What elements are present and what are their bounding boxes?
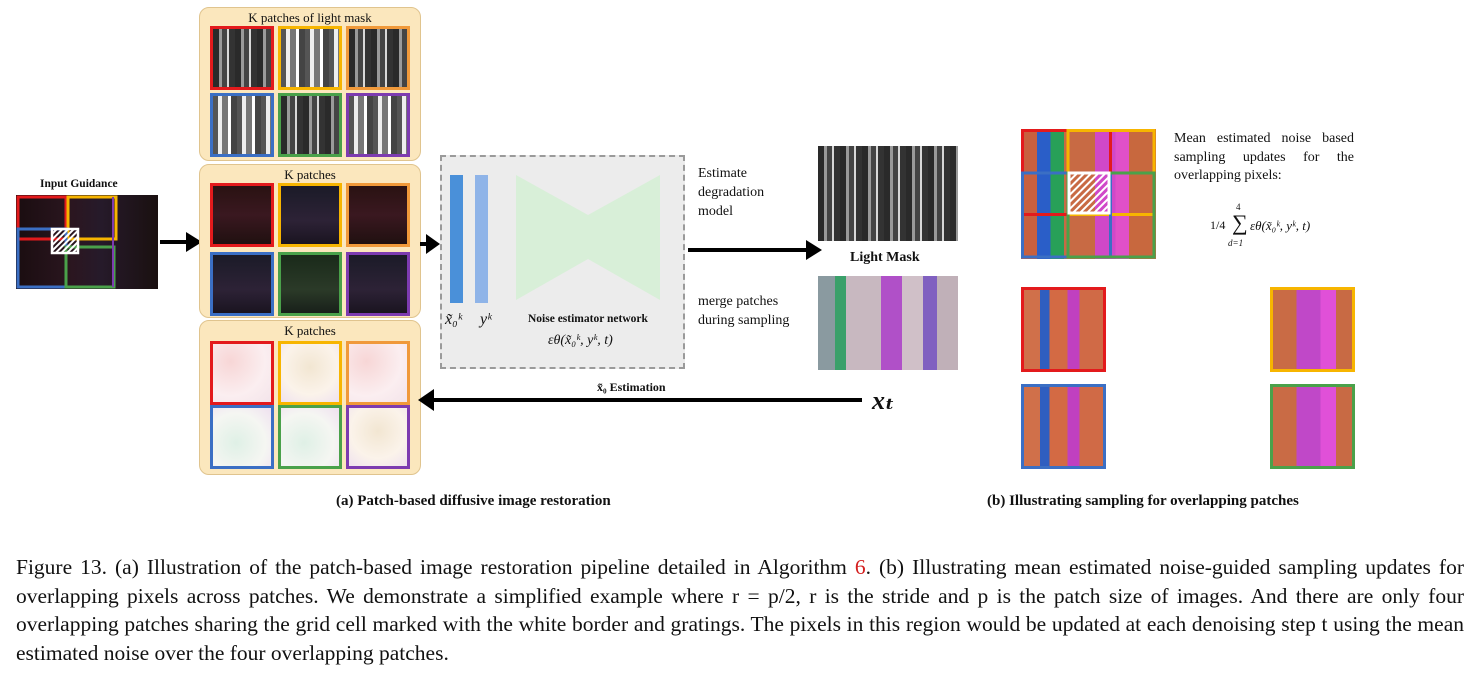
formula-sum-sign: ∑ <box>1232 210 1248 235</box>
light-mask-image <box>818 146 958 241</box>
patch-light-mask-5 <box>278 93 342 157</box>
merged-patches-image <box>818 276 958 370</box>
patch-light-1 <box>210 341 274 405</box>
formula-term: εθ(x̃₀ᵏ, yᵏ, t) <box>1250 218 1311 233</box>
overlap-patch-blue <box>1021 384 1106 469</box>
network-bar-y <box>475 175 488 303</box>
patch-light-5 <box>278 405 342 469</box>
figure-caption: Figure 13. (a) Illustration of the patch… <box>16 553 1464 667</box>
input-guidance-image <box>16 195 158 289</box>
noise-estimator-box: x̃₀ᵏ yᵏ Noise estimator network εθ(x̃₀ᵏ,… <box>440 155 685 369</box>
patch-light-mask-6 <box>346 93 410 157</box>
panel-to-network-arrow-head <box>426 234 440 254</box>
input-arrow-head <box>186 232 202 252</box>
light-mask-label: Light Mask <box>850 250 920 265</box>
input-guidance-label: Input Guidance <box>40 178 118 190</box>
estimate-arrow <box>688 248 808 252</box>
formula-sum-bottom: d=1 <box>1228 238 1244 248</box>
patch-dark-3 <box>346 183 410 247</box>
panel-dark-title: K patches <box>284 167 336 182</box>
patch-dark-4 <box>210 252 274 316</box>
estimate-arrow-head <box>806 240 822 260</box>
caption-prefix: Figure 13. (a) Illustration of the patch… <box>16 555 855 579</box>
x0-estimation-arrow-head <box>418 389 434 411</box>
merge-label: merge patches during sampling <box>698 294 790 328</box>
xt-label: xₜ <box>872 386 895 415</box>
x0-estimation-label: x̃₀ Estimation <box>597 380 666 394</box>
patch-light-6 <box>346 405 410 469</box>
mean-formula: 1/4 4 ∑ d=1 εθ(x̃₀ᵏ, yᵏ, t) <box>1210 202 1350 248</box>
panel-light-patches-title: K patches <box>284 323 336 338</box>
patch-light-2 <box>278 341 342 405</box>
overlap-patch-red <box>1021 287 1106 372</box>
network-x0-label: x̃₀ᵏ <box>445 311 463 328</box>
subcaption-b: (b) Illustrating sampling for overlappin… <box>987 493 1299 509</box>
panel-light-mask: K patches of light mask <box>199 7 421 161</box>
patch-dark-6 <box>346 252 410 316</box>
caption-body: . (b) Illustrating mean estimated noise-… <box>16 555 1464 665</box>
panel-light-mask-title: K patches of light mask <box>248 10 372 25</box>
patch-light-mask-4 <box>210 93 274 157</box>
panel-dark-patches: K patches <box>199 164 421 318</box>
subcaption-a: (a) Patch-based diffusive image restorat… <box>336 493 611 509</box>
patch-light-mask-3 <box>346 26 410 90</box>
network-funnel <box>516 175 660 300</box>
patch-light-mask-1 <box>210 26 274 90</box>
x0-estimation-arrow <box>430 398 862 402</box>
input-arrow <box>160 240 190 244</box>
panel-to-network-arrow <box>420 242 428 246</box>
patch-dark-2 <box>278 183 342 247</box>
network-bar-x0 <box>450 175 463 303</box>
mean-text: Mean estimated noise based sampling upda… <box>1174 131 1354 183</box>
overlap-image <box>1021 129 1156 259</box>
formula-fraction: 1/4 <box>1210 218 1226 232</box>
estimate-label: Estimate degradation model <box>698 166 765 219</box>
patch-light-mask-2 <box>278 26 342 90</box>
network-y-label: yᵏ <box>480 311 492 328</box>
network-formula: εθ(x̃₀ᵏ, yᵏ, t) <box>548 333 613 348</box>
caption-ref-link[interactable]: 6 <box>854 555 866 579</box>
overlap-patch-green <box>1270 384 1355 469</box>
overlap-patch-yellow <box>1270 287 1355 372</box>
panel-light-patches: K patches <box>199 320 421 475</box>
patch-light-3 <box>346 341 410 405</box>
patch-light-4 <box>210 405 274 469</box>
patch-dark-1 <box>210 183 274 247</box>
patch-dark-5 <box>278 252 342 316</box>
formula-sum-top: 4 <box>1236 202 1241 212</box>
network-name: Noise estimator network <box>528 313 648 325</box>
